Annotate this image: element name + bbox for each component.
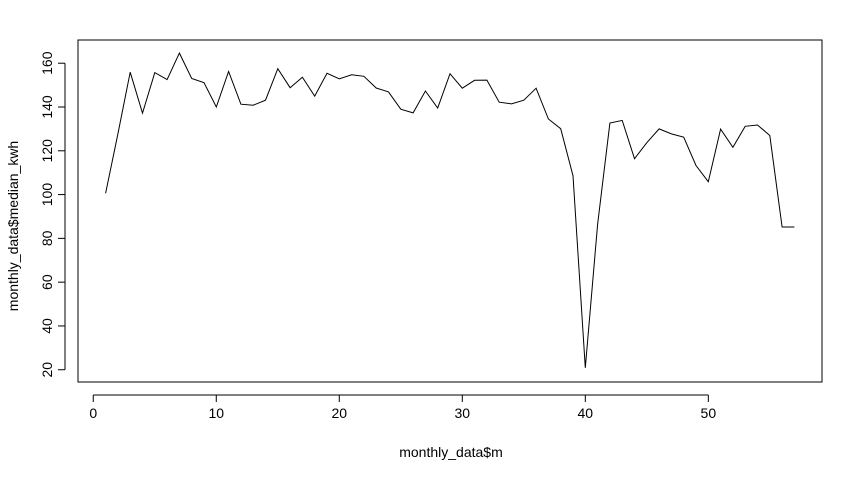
x-axis-title: monthly_data$m: [399, 444, 503, 460]
y-tick-label: 60: [39, 274, 55, 290]
y-axis-title: monthly_data$median_kwh: [5, 141, 21, 311]
y-tick-label: 100: [39, 183, 55, 207]
y-tick-label: 140: [39, 95, 55, 119]
y-tick-label: 80: [39, 230, 55, 246]
plot-frame: [77, 39, 823, 383]
y-tick-label: 40: [39, 318, 55, 334]
x-tick-label: 0: [89, 405, 97, 421]
series-line: [105, 51, 795, 368]
x-tick-label: 40: [578, 405, 594, 421]
x-tick-label: 50: [701, 405, 717, 421]
y-tick-label: 20: [39, 362, 55, 378]
y-tick-label: 160: [39, 51, 55, 75]
y-tick-label: 120: [39, 139, 55, 163]
x-tick-label: 10: [208, 405, 224, 421]
x-tick-label: 30: [455, 405, 471, 421]
x-tick-label: 20: [331, 405, 347, 421]
